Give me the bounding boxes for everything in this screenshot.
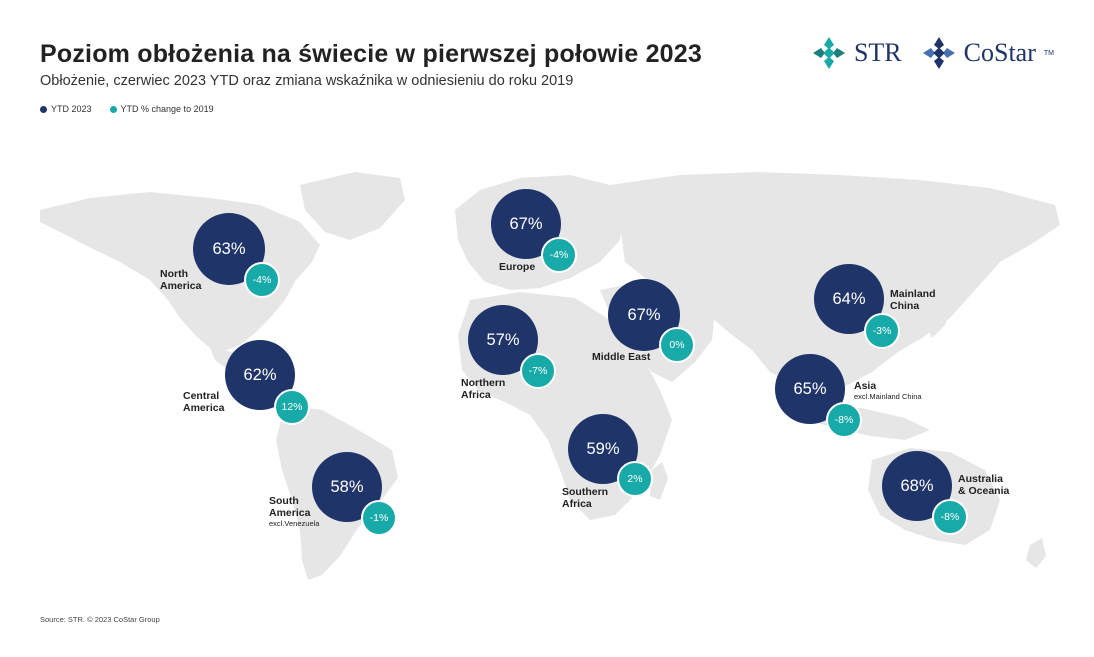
change-bubble: 2% (617, 461, 653, 497)
change-bubble: -3% (864, 313, 900, 349)
region-label: North America (160, 268, 201, 292)
change-bubble: -8% (932, 499, 968, 535)
legend-item-ytd: YTD 2023 (40, 104, 92, 114)
japan-shape (925, 285, 955, 338)
str-logo-text: STR (853, 38, 902, 67)
legend-label-ytd: YTD 2023 (51, 104, 92, 114)
change-bubble: -4% (244, 262, 280, 298)
region-label: Europe (499, 261, 535, 273)
legend-item-change: YTD % change to 2019 (109, 104, 214, 114)
greenland-shape (300, 172, 405, 240)
region-label-line2: China (890, 300, 920, 312)
costar-tm: TM (1043, 49, 1054, 57)
region-label: Middle East (592, 351, 650, 363)
region-label-line1: Southern (562, 486, 609, 498)
legend-swatch-ytd (40, 105, 47, 113)
source-note: Source: STR. © 2023 CoStar Group (40, 615, 160, 624)
change-bubble: 12% (274, 389, 310, 425)
region-label-line1: North (160, 268, 188, 280)
change-bubble: 0% (659, 327, 695, 363)
ytd-bubble: 58% (312, 452, 382, 522)
region-label: South America excl.Venezuela (269, 495, 319, 529)
costar-logo: CoStar TM (922, 36, 1054, 70)
region-label-line1: Europe (499, 261, 536, 273)
str-logo: STR (812, 36, 902, 70)
page-subtitle: Obłożenie, czerwiec 2023 YTD oraz zmiana… (40, 73, 574, 89)
region-label-line2: America (269, 507, 311, 519)
region-label-line1: South (269, 495, 299, 507)
legend-label-change: YTD % change to 2019 (120, 104, 214, 114)
region-label-line1: Asia (854, 380, 877, 392)
region-label: Northern Africa (461, 377, 505, 401)
region-label-note: excl.Venezuela (269, 519, 320, 528)
ytd-bubble: 64% (814, 264, 884, 334)
region-label-line1: Mainland (890, 288, 936, 300)
region-label-line1: Central (183, 390, 220, 402)
region-label-line1: Australia (958, 473, 1003, 485)
change-bubble: -8% (826, 402, 862, 438)
new-zealand-shape (1026, 538, 1046, 568)
region-label-line2: Africa (461, 389, 491, 401)
region-label-line1: Middle East (592, 351, 651, 363)
region-label-line2: Africa (562, 498, 592, 510)
madagascar-shape (650, 462, 668, 500)
region-label-note: excl.Mainland China (854, 392, 922, 401)
change-bubble: -7% (520, 353, 556, 389)
region-label-line2: & Oceania (958, 485, 1010, 497)
page-title: Poziom obłożenia na świecie w pierwszej … (40, 40, 702, 68)
legend-swatch-change (109, 105, 117, 113)
legend: YTD 2023 YTD % change to 2019 (40, 104, 214, 114)
change-bubble: -1% (361, 500, 397, 536)
str-logo-icon (812, 37, 845, 69)
region-label: Central America (183, 390, 224, 414)
region-label: Mainland China (890, 288, 936, 312)
logos: STR CoStar TM (812, 36, 1054, 70)
region-label: Asia excl.Mainland China (854, 380, 922, 402)
region-label: Australia & Oceania (958, 473, 1009, 497)
region-label: Southern Africa (562, 486, 608, 510)
region-label-line2: America (183, 402, 225, 414)
costar-logo-icon (922, 37, 955, 69)
region-label-line1: Northern (461, 377, 506, 389)
change-bubble: -4% (541, 237, 577, 273)
region-label-line2: America (160, 280, 202, 292)
costar-logo-text: CoStar (963, 38, 1036, 67)
